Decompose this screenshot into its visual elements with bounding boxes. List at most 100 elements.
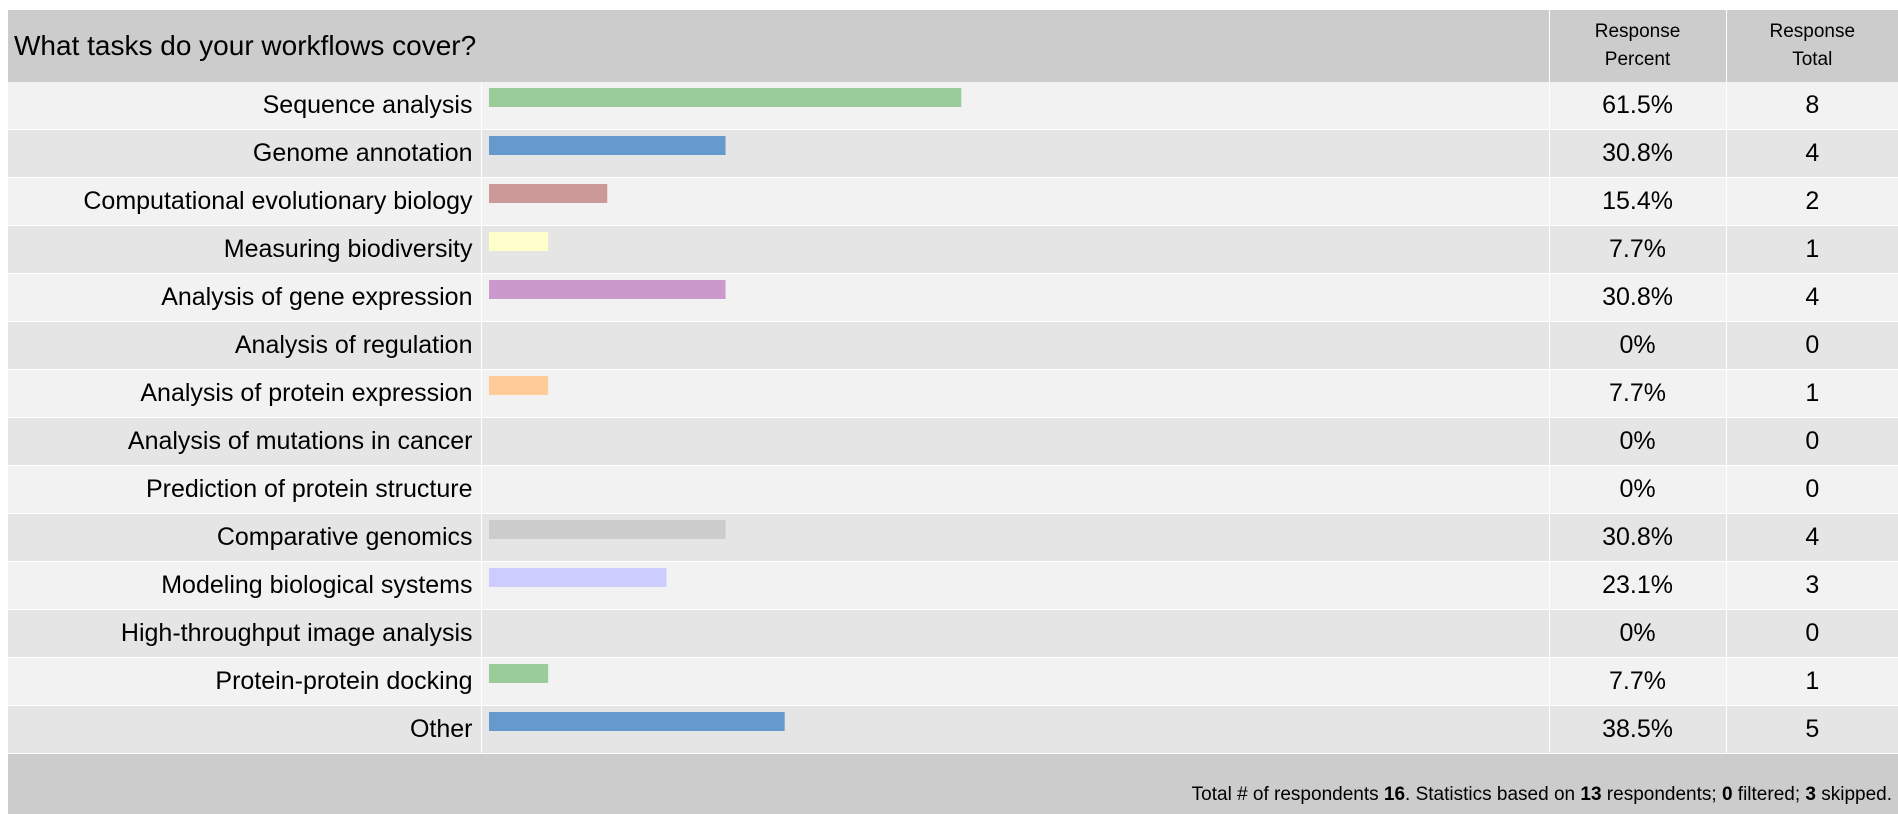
summary-text-2: . Statistics based on bbox=[1405, 784, 1580, 805]
response-total: 3 bbox=[1726, 562, 1898, 610]
response-total: 1 bbox=[1726, 370, 1898, 418]
category-label: Other bbox=[8, 706, 481, 754]
bar-cell bbox=[481, 706, 1549, 754]
bar bbox=[489, 88, 961, 107]
category-label: Modeling biological systems bbox=[8, 562, 481, 610]
bar-plot bbox=[482, 226, 1550, 273]
bar-cell bbox=[481, 226, 1549, 274]
response-percent: 61.5% bbox=[1549, 82, 1726, 130]
bar bbox=[489, 136, 726, 155]
response-percent: 7.7% bbox=[1549, 226, 1726, 274]
bar-plot bbox=[482, 82, 1550, 129]
response-percent: 7.7% bbox=[1549, 370, 1726, 418]
bar-cell bbox=[481, 562, 1549, 610]
response-percent-header: Response Percent bbox=[1549, 10, 1726, 82]
response-total: 0 bbox=[1726, 322, 1898, 370]
bar bbox=[489, 376, 548, 395]
category-label: Measuring biodiversity bbox=[8, 226, 481, 274]
bar-cell bbox=[481, 466, 1549, 514]
bar-plot bbox=[482, 130, 1550, 177]
bar-plot bbox=[482, 466, 1550, 513]
bar-cell bbox=[481, 130, 1549, 178]
response-percent: 0% bbox=[1549, 418, 1726, 466]
bar bbox=[489, 664, 548, 683]
table-row: Other 38.5%5 bbox=[8, 706, 1898, 754]
category-label: Comparative genomics bbox=[8, 514, 481, 562]
table-row: Analysis of regulation 0%0 bbox=[8, 322, 1898, 370]
response-total-header-line1: Response bbox=[1727, 18, 1898, 46]
bar-cell bbox=[481, 178, 1549, 226]
response-percent: 30.8% bbox=[1549, 274, 1726, 322]
bar-cell bbox=[481, 514, 1549, 562]
bar-cell bbox=[481, 274, 1549, 322]
response-percent-header-line2: Percent bbox=[1550, 46, 1726, 74]
bar-cell bbox=[481, 322, 1549, 370]
bar-plot bbox=[482, 610, 1550, 657]
response-percent: 30.8% bbox=[1549, 130, 1726, 178]
bar-plot bbox=[482, 370, 1550, 417]
category-label: Computational evolutionary biology bbox=[8, 178, 481, 226]
category-label: Protein-protein docking bbox=[8, 658, 481, 706]
category-label: Sequence analysis bbox=[8, 82, 481, 130]
survey-results-panel: What tasks do your workflows cover? Resp… bbox=[8, 10, 1898, 814]
bar bbox=[489, 568, 666, 587]
response-percent-header-line1: Response bbox=[1550, 18, 1726, 46]
bar-plot bbox=[482, 274, 1550, 321]
results-table: What tasks do your workflows cover? Resp… bbox=[8, 10, 1898, 814]
response-percent: 15.4% bbox=[1549, 178, 1726, 226]
category-label: Genome annotation bbox=[8, 130, 481, 178]
response-percent: 38.5% bbox=[1549, 706, 1726, 754]
bar-plot bbox=[482, 322, 1550, 369]
response-total: 4 bbox=[1726, 130, 1898, 178]
bar bbox=[489, 232, 548, 251]
filtered-count: 0 bbox=[1722, 784, 1733, 805]
table-row: Genome annotation 30.8%4 bbox=[8, 130, 1898, 178]
statistics-respondents-count: 13 bbox=[1580, 784, 1601, 805]
bar-plot bbox=[482, 178, 1550, 225]
bar bbox=[489, 520, 726, 539]
response-total: 5 bbox=[1726, 706, 1898, 754]
bar-cell bbox=[481, 658, 1549, 706]
response-total-header: Response Total bbox=[1726, 10, 1898, 82]
summary-text-5: skipped. bbox=[1816, 784, 1892, 805]
table-row: Analysis of protein expression 7.7%1 bbox=[8, 370, 1898, 418]
header-row: What tasks do your workflows cover? Resp… bbox=[8, 10, 1898, 82]
question-title: What tasks do your workflows cover? bbox=[8, 10, 1549, 82]
response-total: 1 bbox=[1726, 226, 1898, 274]
response-percent: 30.8% bbox=[1549, 514, 1726, 562]
summary-text-4: filtered; bbox=[1733, 784, 1806, 805]
total-respondents-count: 16 bbox=[1384, 784, 1405, 805]
bar bbox=[489, 712, 785, 731]
bar-plot bbox=[482, 706, 1550, 753]
response-total: 4 bbox=[1726, 514, 1898, 562]
category-label: Prediction of protein structure bbox=[8, 466, 481, 514]
table-row: Computational evolutionary biology 15.4%2 bbox=[8, 178, 1898, 226]
response-total: 0 bbox=[1726, 610, 1898, 658]
bar-plot bbox=[482, 562, 1550, 609]
category-label: Analysis of regulation bbox=[8, 322, 481, 370]
response-total: 1 bbox=[1726, 658, 1898, 706]
category-label: Analysis of gene expression bbox=[8, 274, 481, 322]
category-label: Analysis of mutations in cancer bbox=[8, 418, 481, 466]
response-percent: 0% bbox=[1549, 322, 1726, 370]
summary-text-3: respondents; bbox=[1602, 784, 1722, 805]
bar-cell bbox=[481, 82, 1549, 130]
response-total: 2 bbox=[1726, 178, 1898, 226]
bar-cell bbox=[481, 370, 1549, 418]
bar-cell bbox=[481, 610, 1549, 658]
category-label: Analysis of protein expression bbox=[8, 370, 481, 418]
response-total: 0 bbox=[1726, 418, 1898, 466]
table-row: Measuring biodiversity 7.7%1 bbox=[8, 226, 1898, 274]
bar bbox=[489, 280, 726, 299]
bar-cell bbox=[481, 418, 1549, 466]
bar-plot bbox=[482, 658, 1550, 705]
response-percent: 0% bbox=[1549, 610, 1726, 658]
response-total: 0 bbox=[1726, 466, 1898, 514]
skipped-count: 3 bbox=[1805, 784, 1816, 805]
